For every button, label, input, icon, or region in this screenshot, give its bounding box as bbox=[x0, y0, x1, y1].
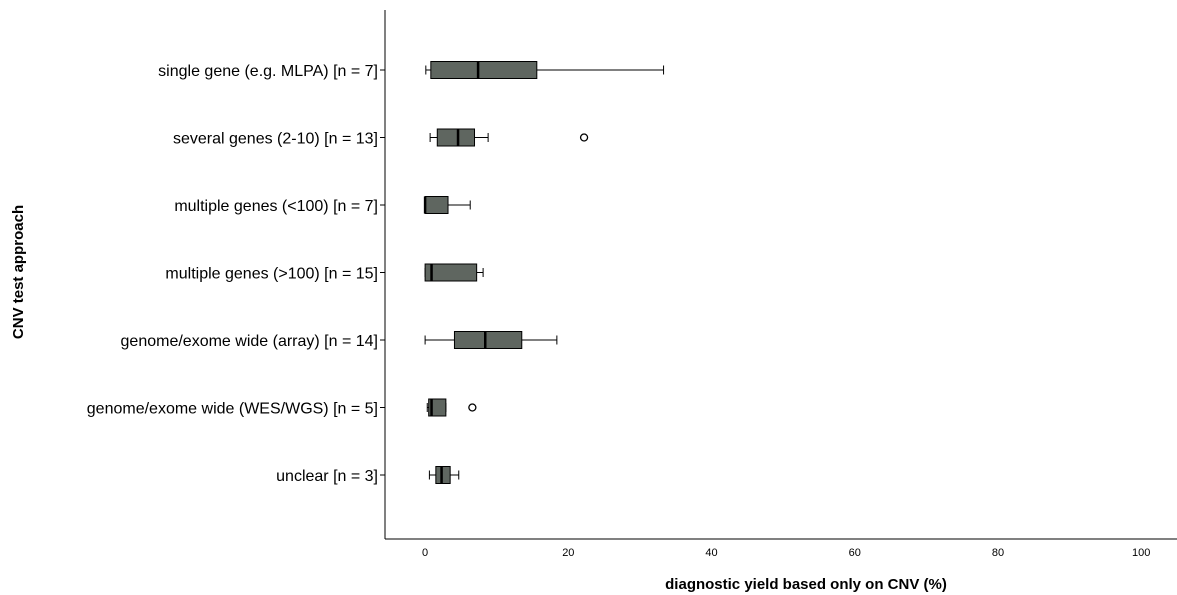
category-label: single gene (e.g. MLPA) [n = 7] bbox=[158, 63, 378, 80]
box-group bbox=[426, 398, 477, 417]
x-axis-title: diagnostic yield based only on CNV (%) bbox=[665, 576, 947, 593]
category-label: multiple genes (<100) [n = 7] bbox=[174, 198, 378, 215]
category-label: genome/exome wide (array) [n = 14] bbox=[121, 333, 378, 350]
category-label: several genes (2-10) [n = 13] bbox=[173, 131, 378, 148]
box-group bbox=[428, 466, 460, 484]
box-group bbox=[424, 331, 558, 349]
x-tick-label: 60 bbox=[849, 547, 861, 559]
box bbox=[435, 466, 451, 484]
x-tick-label: 20 bbox=[562, 547, 574, 559]
box bbox=[424, 263, 478, 282]
axes: 0 20 40 60 80 100 single gene (e.g. MLPA) [n =… bbox=[87, 10, 1177, 559]
category-label: genome/exome wide (WES/WGS) [n = 5] bbox=[87, 401, 378, 418]
x-tick-label: 100 bbox=[1132, 547, 1150, 559]
box bbox=[436, 128, 476, 147]
box-group bbox=[429, 128, 589, 147]
x-tick-label: 80 bbox=[992, 547, 1004, 559]
category-label: multiple genes (>100) [n = 15] bbox=[165, 266, 378, 283]
box bbox=[424, 196, 449, 214]
x-tick-label: 0 bbox=[422, 547, 428, 559]
boxes bbox=[423, 61, 665, 484]
y-axis-title: CNV test approach bbox=[10, 205, 27, 339]
box-group bbox=[425, 61, 665, 79]
box-group bbox=[423, 196, 471, 214]
box bbox=[428, 398, 447, 417]
x-tick-label: 40 bbox=[705, 547, 717, 559]
outlier-point bbox=[468, 403, 477, 412]
outlier-point bbox=[579, 133, 589, 142]
category-label: unclear [n = 3] bbox=[276, 468, 378, 485]
box bbox=[453, 331, 523, 349]
box bbox=[430, 61, 538, 79]
box-group bbox=[424, 263, 484, 282]
